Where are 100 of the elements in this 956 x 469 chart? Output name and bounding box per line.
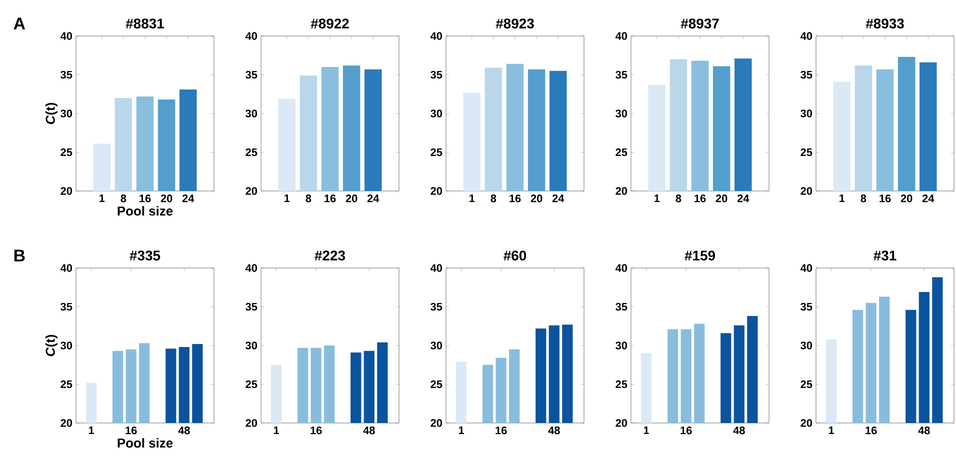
x-tick-label: 1 [654,194,660,202]
y-tick-label: 20 [60,187,72,195]
y-tick-label: 40 [245,264,258,272]
x-tick-label: 16 [680,426,692,434]
x-tick-label: 48 [548,426,560,434]
y-axis-title: C(t) [45,102,58,124]
chart-title: #8923 [496,18,534,28]
y-tick-label: 30 [800,110,812,118]
y-tick-label: 35 [800,70,812,79]
x-axis-title: Pool size [118,438,173,448]
x-tick-label: 20 [716,194,728,202]
x-tick-label: 8 [490,194,496,202]
chart-title: #8933 [866,18,904,28]
chart-title: #335 [130,250,160,260]
y-tick-label: 20 [430,187,442,195]
y-tick-label: 20 [616,419,628,427]
chart-title: #8831 [126,18,164,28]
y-tick-label: 25 [800,148,812,156]
x-tick-label: 20 [530,194,542,202]
x-tick-label: 8 [676,194,682,202]
y-tick-label: 40 [615,264,628,272]
y-tick-label: 30 [616,110,628,118]
y-tick-label: 40 [245,32,258,40]
x-tick-label: 20 [346,194,358,202]
x-tick-label: 24 [367,194,380,202]
y-tick-label: 25 [430,148,442,156]
text: B [14,250,25,262]
x-tick-label: 20 [900,194,912,202]
x-tick-label: 48 [363,426,375,434]
y-tick-label: 30 [246,110,258,118]
y-tick-label: 30 [430,342,442,350]
x-tick-label: 16 [694,194,706,202]
chart-title: #159 [684,250,716,261]
chart-title: #8937 [680,18,719,28]
x-tick-label: 8 [306,194,312,202]
y-tick-label: 25 [616,380,628,388]
x-tick-label: 1 [284,194,290,202]
x-tick-label: 16 [140,194,151,202]
x-tick-label: 48 [733,426,745,434]
chart-title: #223 [314,250,346,260]
y-tick-label: 40 [60,32,72,40]
y-tick-label: 20 [60,419,72,427]
x-tick-label: 24 [922,194,934,202]
y-tick-label: 30 [246,342,258,350]
y-tick-label: 40 [430,32,442,40]
y-tick-label: 35 [60,302,72,311]
x-tick-label: 1 [840,194,845,202]
y-tick-label: 25 [800,380,812,388]
y-tick-label: 35 [60,70,72,79]
x-tick-label: 16 [880,194,891,202]
y-tick-label: 40 [60,264,72,272]
x-tick-label: 16 [324,194,336,202]
chart-title: #8922 [310,18,349,28]
y-tick-label: 35 [430,302,442,311]
y-tick-label: 35 [616,70,628,79]
y-tick-label: 35 [246,70,258,79]
y-tick-label: 25 [246,148,258,156]
y-tick-label: 35 [246,302,258,311]
x-tick-label: 48 [918,426,930,434]
y-tick-label: 20 [800,187,812,195]
x-tick-label: 1 [470,194,475,202]
y-tick-label: 20 [800,419,812,427]
y-tick-label: 30 [60,110,72,118]
x-tick-label: 16 [866,426,877,434]
y-tick-label: 25 [430,380,442,388]
x-tick-label: 1 [644,426,649,434]
y-tick-label: 20 [246,419,258,427]
x-tick-label: 20 [160,194,172,202]
x-tick-label: 8 [860,194,866,202]
y-tick-label: 40 [615,32,628,40]
y-tick-label: 25 [60,148,72,156]
y-tick-label: 35 [430,70,442,79]
y-tick-label: 20 [246,187,258,195]
y-tick-label: 35 [616,302,628,311]
y-tick-label: 35 [800,302,812,311]
y-tick-label: 30 [616,342,628,350]
x-tick-label: 1 [828,426,834,434]
y-tick-label: 30 [800,342,812,350]
x-axis-title: Pool size [118,206,173,216]
y-tick-label: 40 [800,264,812,272]
chart-title: #31 [874,250,896,260]
x-tick-label: 24 [182,194,194,202]
x-tick-label: 16 [126,426,137,434]
y-axis-title: C(t) [45,334,58,356]
chart-title: #60 [504,250,526,261]
x-tick-label: 1 [100,194,105,202]
x-tick-label: 1 [458,426,464,434]
x-tick-label: 48 [178,426,190,434]
y-tick-label: 40 [800,32,812,40]
y-tick-label: 30 [430,110,442,118]
y-tick-label: 30 [60,342,72,350]
x-tick-label: 24 [552,194,564,202]
x-tick-label: 8 [120,194,126,202]
y-tick-label: 20 [430,419,442,427]
x-tick-label: 16 [510,194,521,202]
y-tick-label: 25 [60,380,72,388]
x-tick-label: 1 [274,426,279,434]
x-tick-label: 1 [88,426,94,434]
x-tick-label: 24 [737,194,750,202]
x-tick-label: 16 [310,426,322,434]
